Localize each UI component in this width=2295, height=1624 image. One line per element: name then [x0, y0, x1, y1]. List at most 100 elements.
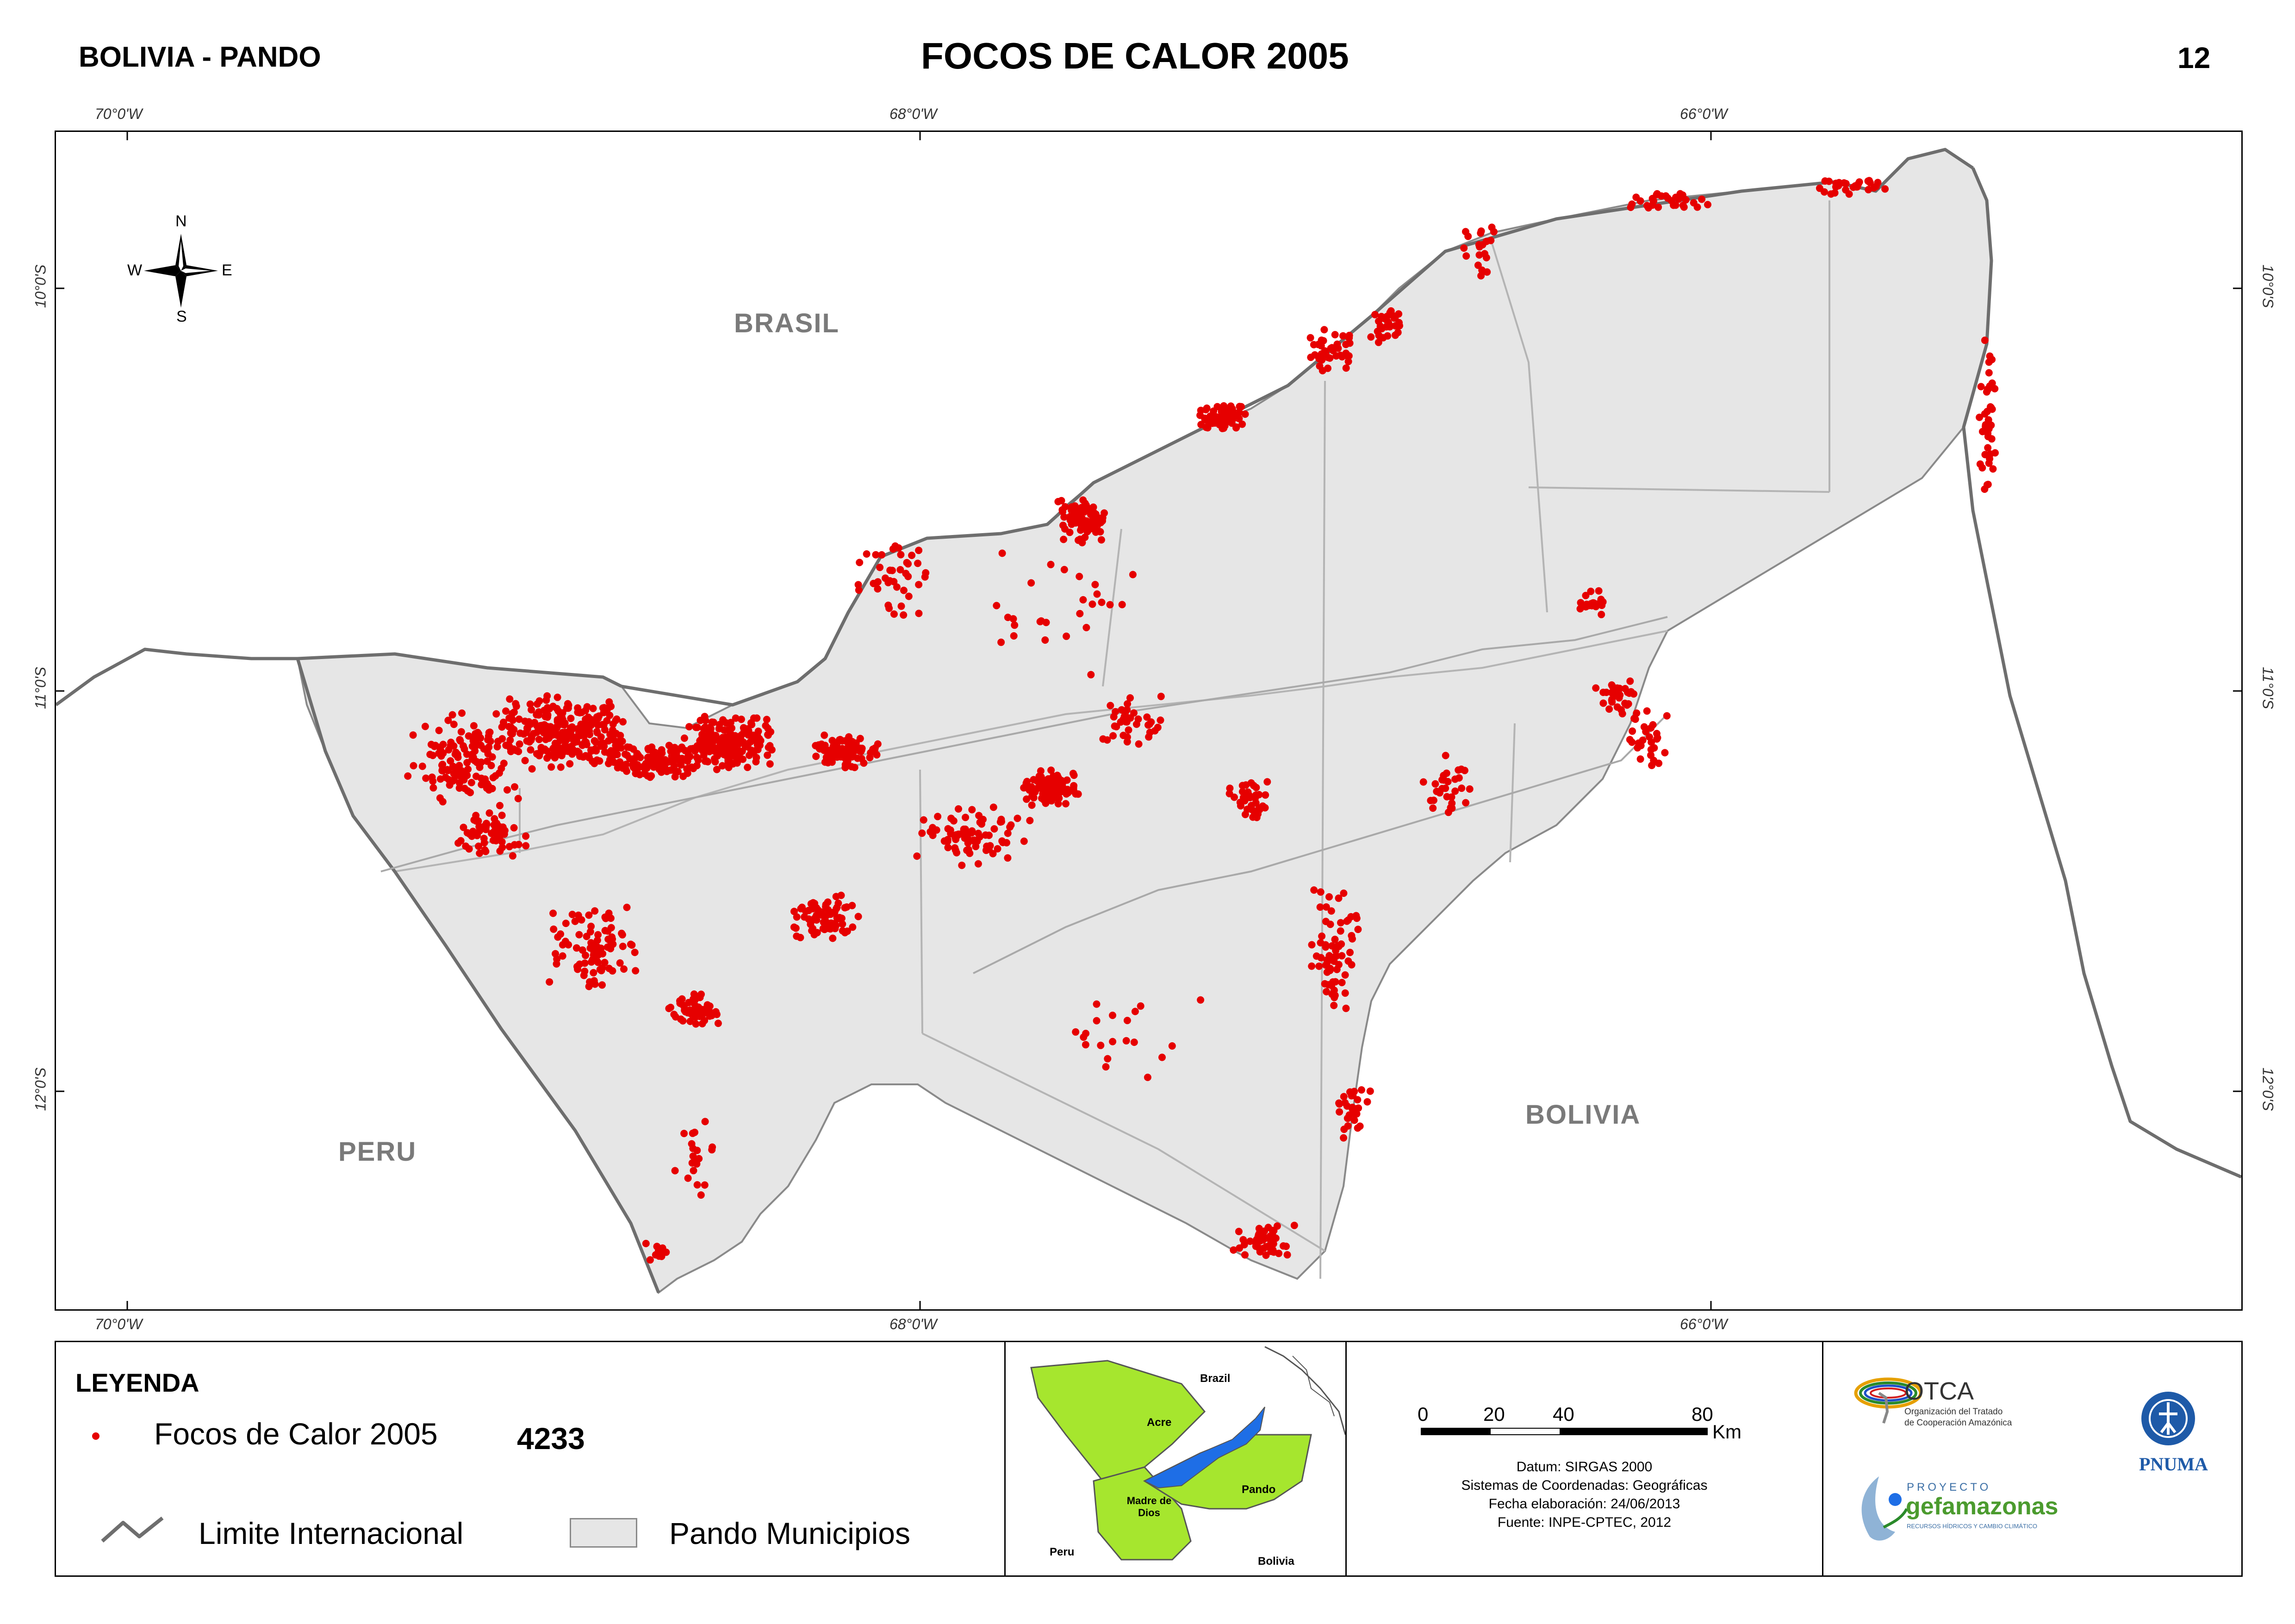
hotspot-point — [908, 552, 916, 559]
hotspot-point — [999, 839, 1007, 846]
hotspot-point — [620, 965, 628, 973]
hotspot-point — [480, 839, 488, 846]
hotspot-point — [680, 1130, 688, 1138]
hotspot-point — [1864, 177, 1872, 185]
map-frame: BRASIL BOLIVIA PERU N S W E — [55, 131, 2243, 1311]
hotspot-point — [542, 696, 550, 704]
hotspot-point — [552, 950, 560, 958]
hotspot-point — [666, 758, 674, 765]
hotspot-point — [531, 719, 539, 727]
hotspot-point — [747, 719, 755, 727]
hotspot-point — [477, 734, 485, 742]
hotspot-point — [658, 746, 665, 754]
hotspot-point — [483, 747, 491, 754]
hotspot-point — [854, 581, 862, 589]
hotspot-point — [467, 779, 475, 786]
logos-panel: OTCA Organización del Tratado de Coopera… — [1822, 1341, 2243, 1577]
hotspot-point — [1487, 236, 1495, 244]
hotspot-point — [1236, 403, 1244, 411]
hotspot-point — [1825, 177, 1833, 185]
hotspot-point — [1213, 413, 1220, 421]
hotspot-point — [749, 731, 757, 739]
hotspot-point — [1252, 791, 1260, 799]
hotspot-point — [1337, 919, 1344, 927]
hotspot-point — [1047, 782, 1055, 790]
hotspot-point — [564, 700, 572, 708]
hotspot-point — [481, 846, 489, 854]
hotspot-point — [1623, 689, 1631, 696]
hotspot-point — [444, 716, 452, 724]
hotspot-point — [1047, 766, 1055, 774]
hotspot-point — [1331, 331, 1339, 339]
hotspot-point — [1004, 829, 1012, 837]
scale-tick-40: 40 — [1553, 1403, 1574, 1425]
gef-sub: RECURSOS HÍDRICOS Y CAMBIO CLIMÁTICO — [1907, 1523, 2037, 1530]
hotspot-point — [817, 908, 825, 916]
hotspot-point — [1643, 707, 1651, 715]
hotspot-point — [947, 815, 955, 822]
hotspot-point — [1318, 932, 1326, 940]
hotspot-point — [790, 908, 798, 915]
region-title: BOLIVIA - PANDO — [79, 41, 321, 73]
label-peru: PERU — [338, 1137, 417, 1167]
hotspot-point — [1605, 705, 1613, 713]
hotspot-point — [1319, 337, 1327, 345]
hotspot-point — [483, 780, 491, 788]
hotspot-point — [594, 722, 602, 729]
hotspot-point — [618, 929, 626, 937]
hotspot-point — [676, 999, 684, 1007]
hotspot-point — [586, 978, 594, 986]
hotspot-point — [706, 1002, 714, 1010]
hotspot-point — [1263, 778, 1271, 786]
hotspot-point — [914, 560, 921, 567]
inset-map — [1006, 1342, 1345, 1575]
hotspot-point — [975, 812, 983, 820]
hotspot-point — [1235, 409, 1243, 417]
compass-e: E — [222, 261, 232, 279]
hotspot-point — [590, 969, 597, 977]
hotspot-point — [809, 899, 817, 907]
hotspot-point — [600, 722, 608, 729]
hotspot-point — [589, 704, 597, 712]
hotspot-point — [1343, 1102, 1351, 1110]
hotspot-point — [1335, 894, 1343, 902]
hotspot-point — [522, 728, 530, 736]
hotspot-point — [1236, 1244, 1244, 1252]
hotspot-point — [527, 746, 535, 754]
hotspot-point — [1118, 601, 1126, 609]
hotspot-point — [1104, 1055, 1112, 1063]
hotspot-point — [567, 724, 574, 732]
hotspot-point — [974, 860, 982, 868]
hotspot-point — [1433, 788, 1441, 795]
hotspot-point — [464, 765, 472, 773]
hotspot-point — [528, 706, 535, 714]
lon-label-bottom-70: 70°0'W — [95, 1316, 143, 1332]
hotspot-point — [993, 602, 1001, 610]
hotspot-point — [1648, 195, 1656, 202]
hotspot-point — [1462, 228, 1469, 236]
hotspot-point — [854, 913, 862, 921]
hotspot-point — [1599, 689, 1607, 696]
hotspot-point — [763, 716, 771, 723]
hotspot-point — [604, 927, 612, 935]
legend-border-label: Limite Internacional — [199, 1516, 464, 1550]
hotspot-point — [1631, 716, 1639, 723]
hotspot-point — [874, 585, 882, 593]
hotspot-point — [668, 766, 676, 774]
scale-bar — [1421, 1428, 1708, 1435]
hotspot-point — [714, 744, 722, 752]
hotspot-point — [1030, 794, 1038, 802]
hotspot-point — [622, 750, 629, 758]
hotspot-point — [1041, 636, 1049, 644]
hotspot-point — [558, 752, 566, 759]
lon-label-top-66: 66°0'W — [1680, 106, 1728, 122]
hotspot-point — [542, 735, 550, 743]
hotspot-point — [1592, 684, 1600, 692]
hotspot-point — [1643, 202, 1651, 210]
hotspot-point — [1381, 315, 1388, 323]
hotspot-point — [1124, 700, 1132, 708]
hotspot-point — [688, 763, 696, 771]
hotspot-point — [533, 711, 541, 719]
hotspot-point — [1097, 1041, 1105, 1049]
hotspot-point — [1324, 364, 1331, 372]
